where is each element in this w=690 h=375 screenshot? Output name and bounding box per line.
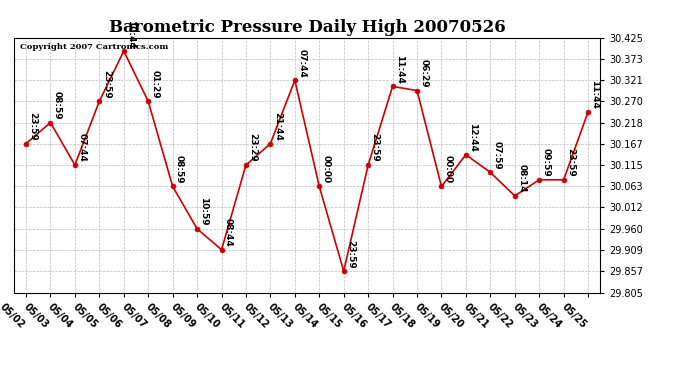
Text: 07:44: 07:44 bbox=[297, 49, 306, 78]
Text: 08:59: 08:59 bbox=[53, 91, 62, 120]
Text: 10:59: 10:59 bbox=[199, 197, 208, 226]
Text: 23:59: 23:59 bbox=[371, 134, 380, 162]
Text: 11:44: 11:44 bbox=[591, 80, 600, 109]
Text: 08:14: 08:14 bbox=[518, 165, 526, 193]
Text: 23:59: 23:59 bbox=[346, 240, 355, 268]
Text: 12:44: 12:44 bbox=[469, 123, 477, 152]
Text: 01:29: 01:29 bbox=[150, 70, 159, 99]
Text: 00:00: 00:00 bbox=[322, 156, 331, 184]
Text: Copyright 2007 Cartronics.com: Copyright 2007 Cartronics.com bbox=[19, 43, 168, 51]
Text: 07:59: 07:59 bbox=[493, 141, 502, 170]
Text: 23:29: 23:29 bbox=[248, 134, 257, 162]
Text: 07:44: 07:44 bbox=[77, 134, 86, 162]
Text: 09:59: 09:59 bbox=[542, 148, 551, 177]
Text: 08:59: 08:59 bbox=[175, 155, 184, 184]
Text: 00:00: 00:00 bbox=[444, 156, 453, 184]
Text: 10:44: 10:44 bbox=[126, 20, 135, 48]
Title: Barometric Pressure Daily High 20070526: Barometric Pressure Daily High 20070526 bbox=[109, 19, 505, 36]
Text: 06:29: 06:29 bbox=[420, 59, 428, 88]
Text: 23:59: 23:59 bbox=[566, 148, 575, 177]
Text: 23:59: 23:59 bbox=[28, 112, 37, 141]
Text: 23:59: 23:59 bbox=[102, 70, 111, 99]
Text: 11:44: 11:44 bbox=[395, 55, 404, 84]
Text: 21:44: 21:44 bbox=[273, 112, 282, 141]
Text: 08:44: 08:44 bbox=[224, 218, 233, 247]
